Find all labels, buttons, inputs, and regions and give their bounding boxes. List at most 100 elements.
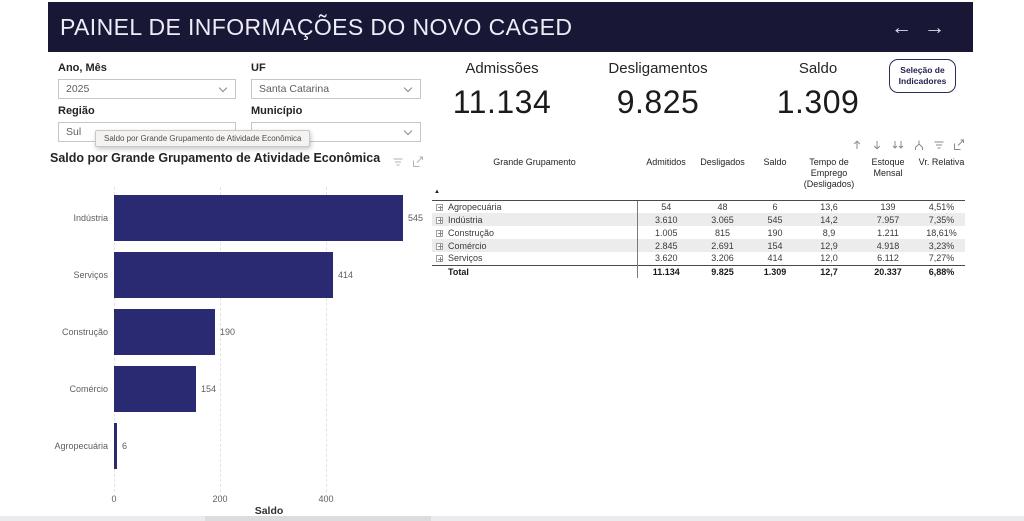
row-header: Construção [432,226,638,239]
table-cell: 9.825 [695,264,750,278]
table-cell: 545 [750,213,800,226]
row-header: Indústria [432,213,638,226]
table-cell: 8,9 [822,227,836,238]
table-row[interactable]: Indústria 3.610 3.065 545 14,2 7.957 7,35% [432,213,965,226]
table-cell: 154 [750,239,800,252]
expand-all-icon[interactable] [891,139,905,151]
x-gridline [220,187,221,492]
chart-value-label: 414 [338,270,354,280]
kpi-desligamentos-label: Desligamentos [608,60,708,77]
table-cell: 2.845 [637,239,695,252]
expand-icon[interactable] [436,229,443,237]
kpi-admissoes-label: Admissões [465,60,539,77]
focus-mode-icon[interactable] [412,156,424,168]
table-cell: 12,7 [800,264,858,278]
expand-icon[interactable] [436,203,443,211]
table-cell: 18,61% [926,227,957,238]
matrix-column-header[interactable]: Tempo de Emprego (Desligados) [800,154,858,201]
kpi-admissoes-value: 11.134 [452,84,552,120]
selecao-indicadores-button[interactable]: Seleção de Indicadores [889,59,956,93]
focus-mode-icon[interactable] [953,139,965,151]
chart-value-label: 545 [408,213,424,223]
table-cell: 7,27% [928,253,955,264]
matrix-column-header[interactable]: Estoque Mensal [858,154,918,201]
filter-icon[interactable] [933,139,945,151]
table-cell: 14,2 [800,213,858,226]
table-row[interactable]: Serviços 3.620 3.206 414 12,0 6.112 7,27% [432,252,965,265]
row-header: Serviços [432,252,638,265]
table-cell: 11.134 [637,264,695,278]
chart-bar[interactable] [114,423,117,469]
x-tick-label: 0 [111,494,117,504]
nav-forward-icon[interactable]: → [924,15,945,39]
table-cell: 7.957 [858,213,918,226]
go-to-next-level-icon[interactable] [913,139,925,151]
chart-value-label: 154 [201,384,217,394]
table-cell: 48 [717,201,728,212]
chart-category-label: Comércio [69,384,108,394]
bar-chart: Saldo por Grande Grupamento de Atividade… [48,149,430,517]
table-cell: 139 [880,201,896,212]
expand-icon[interactable] [436,242,443,250]
chart-bar[interactable] [114,309,215,355]
table-cell: 20.337 [858,264,918,278]
uf-dropdown[interactable]: Santa Catarina [251,79,421,99]
table-cell: 6.112 [877,253,899,264]
expand-icon[interactable] [436,216,443,224]
chart-bar[interactable] [114,195,403,241]
table-row[interactable]: Construção 1.005 815 190 8,9 1.211 18,61% [432,226,965,239]
nav-back-icon[interactable]: ← [891,15,912,39]
table-cell: 1.211 [877,227,899,238]
matrix-total-row[interactable]: Total 11.134 9.825 1.309 12,7 20.337 6,88% [432,264,965,278]
chart-visual-header [392,156,424,168]
matrix-table: Grande Grupamento ▲ Admitidos Desligados Sal… [432,154,965,278]
row-header: Total [432,264,638,278]
expand-icon[interactable] [436,255,443,263]
chart-category-label: Indústria [73,213,108,223]
table-row[interactable]: Agropecuária 54 48 6 13,6 139 4,51% [432,200,965,213]
table-cell: 4,51% [928,201,955,212]
regiao-value: Sul [66,126,82,138]
ano-mes-dropdown[interactable]: 2025 [58,79,236,99]
matrix-header-row: Grande Grupamento ▲ Admitidos Desligados Sal… [432,154,965,201]
chevron-down-icon [403,126,413,136]
table-cell: 190 [767,227,783,238]
table-cell: 13,6 [820,201,838,212]
table-cell: 414 [767,253,783,264]
filter-label-regiao: Região [58,105,95,117]
chart-category-label: Construção [61,327,108,337]
table-cell: 3.610 [637,213,695,226]
matrix-column-header[interactable]: Admitidos [637,154,695,201]
table-cell: 3,23% [918,239,965,252]
drill-down-icon[interactable] [871,139,883,151]
filter-label-uf: UF [251,62,266,74]
chevron-down-icon [218,83,228,93]
table-cell: 54 [661,201,672,212]
page-title: PAINEL DE INFORMAÇÕES DO NOVO CAGED [60,13,573,40]
table-cell: 2.691 [695,239,750,252]
table-row[interactable]: Comércio 2.845 2.691 154 12,9 4.918 3,23% [432,239,965,252]
drill-up-icon[interactable] [851,139,863,151]
matrix-visual-header [851,139,965,151]
x-gridline [326,187,327,492]
matrix-column-header[interactable]: Desligados [695,154,750,201]
kpi-desligamentos-value: 9.825 [616,84,700,120]
matrix-column-header[interactable]: Vr. Relativa [918,154,965,201]
table-cell: 12,9 [800,239,858,252]
chart-bar[interactable] [114,366,196,412]
kpi-saldo-label: Saldo [798,60,838,77]
matrix-column-header[interactable]: Grande Grupamento ▲ [432,154,637,201]
filter-label-municipio: Município [251,105,303,117]
table-cell: 6,88% [918,264,965,278]
x-axis-title: Saldo [254,505,284,517]
kpi-saldo-value: 1.309 [776,84,860,120]
ano-mes-value: 2025 [66,83,90,95]
chart-title: Saldo por Grande Grupamento de Atividade… [50,151,381,165]
table-cell: 3.206 [711,253,734,264]
sort-ascending-icon[interactable]: ▲ [434,188,440,195]
filter-icon[interactable] [392,156,404,168]
chart-bar[interactable] [114,252,333,298]
matrix-column-header[interactable]: Saldo [750,154,800,201]
chart-value-label: 190 [220,327,236,337]
